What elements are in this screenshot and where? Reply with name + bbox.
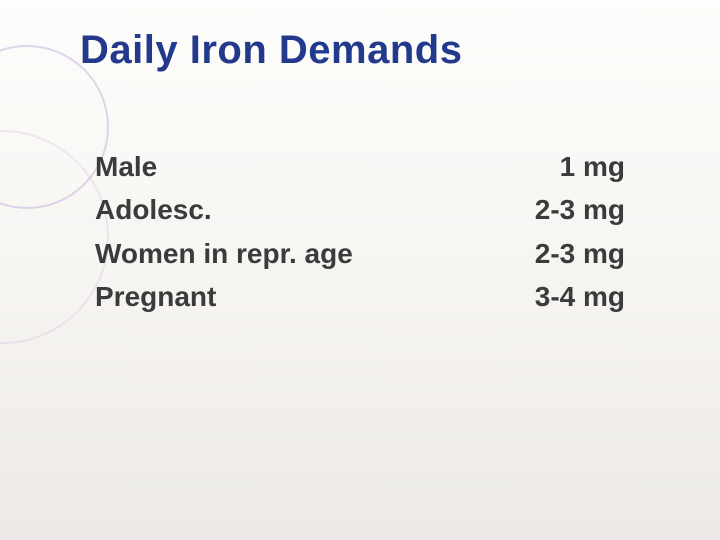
row-value: 2-3 mg — [535, 232, 625, 275]
row-label: Adolesc. — [95, 188, 212, 231]
row-value: 1 mg — [560, 145, 625, 188]
row-value: 3-4 mg — [535, 275, 625, 318]
row-label: Male — [95, 145, 157, 188]
row-value: 2-3 mg — [535, 188, 625, 231]
content-table: Male 1 mg Adolesc. 2-3 mg Women in repr.… — [95, 145, 625, 319]
slide: Daily Iron Demands Male 1 mg Adolesc. 2-… — [0, 0, 720, 540]
table-row: Adolesc. 2-3 mg — [95, 188, 625, 231]
table-row: Women in repr. age 2-3 mg — [95, 232, 625, 275]
table-row: Pregnant 3-4 mg — [95, 275, 625, 318]
table-row: Male 1 mg — [95, 145, 625, 188]
slide-title: Daily Iron Demands — [80, 28, 462, 73]
row-label: Women in repr. age — [95, 232, 353, 275]
row-label: Pregnant — [95, 275, 216, 318]
